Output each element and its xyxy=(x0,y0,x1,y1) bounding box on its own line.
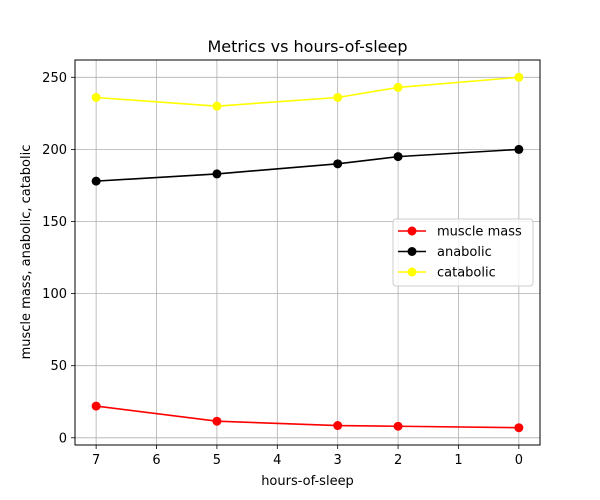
data-point-muscle-mass xyxy=(212,416,222,426)
data-point-anabolic xyxy=(91,176,101,186)
legend-marker-anabolic xyxy=(407,247,417,256)
x-tick-label: 2 xyxy=(394,453,402,468)
data-point-muscle-mass xyxy=(393,421,403,431)
y-tick-label: 200 xyxy=(42,143,67,158)
chart-title: Metrics vs hours-of-sleep xyxy=(207,37,407,56)
y-tick-label: 0 xyxy=(59,431,67,446)
legend-label-catabolic: catabolic xyxy=(437,266,496,281)
x-tick-label: 4 xyxy=(273,453,281,468)
x-tick-label: 5 xyxy=(213,453,221,468)
data-point-anabolic xyxy=(212,169,222,179)
data-point-catabolic xyxy=(393,82,403,92)
legend-label-muscle-mass: muscle mass xyxy=(437,225,522,240)
data-point-catabolic xyxy=(91,92,101,102)
data-point-anabolic xyxy=(514,144,524,154)
data-point-muscle-mass xyxy=(91,401,101,411)
legend-marker-catabolic xyxy=(407,267,417,277)
x-tick-label: 3 xyxy=(334,453,342,468)
x-tick-label: 1 xyxy=(454,453,462,468)
legend: muscle mass anabolic catabolic xyxy=(392,218,534,287)
legend-label-anabolic: anabolic xyxy=(437,245,492,260)
x-tick-label: 7 xyxy=(92,453,100,468)
data-point-muscle-mass xyxy=(514,423,524,433)
legend-box xyxy=(392,218,534,287)
data-point-anabolic xyxy=(333,159,343,169)
y-tick-label: 150 xyxy=(42,215,67,230)
data-point-muscle-mass xyxy=(333,421,343,431)
y-axis-label: muscle mass, anabolic, catabolic xyxy=(19,145,34,360)
data-point-catabolic xyxy=(212,101,222,111)
y-tick-label: 50 xyxy=(50,359,67,374)
plot-frame xyxy=(74,59,541,446)
legend-marker-muscle-mass xyxy=(407,226,417,236)
y-tick-label: 100 xyxy=(42,287,67,302)
series-layer xyxy=(91,72,524,433)
data-point-catabolic xyxy=(514,72,524,82)
x-axis-label: hours-of-sleep xyxy=(261,474,354,489)
data-point-catabolic xyxy=(333,92,343,102)
x-tick-label: 6 xyxy=(152,453,160,468)
y-tick-label: 250 xyxy=(42,71,67,86)
x-tick-label: 0 xyxy=(515,453,523,468)
grid xyxy=(75,60,540,445)
data-point-anabolic xyxy=(393,152,403,162)
